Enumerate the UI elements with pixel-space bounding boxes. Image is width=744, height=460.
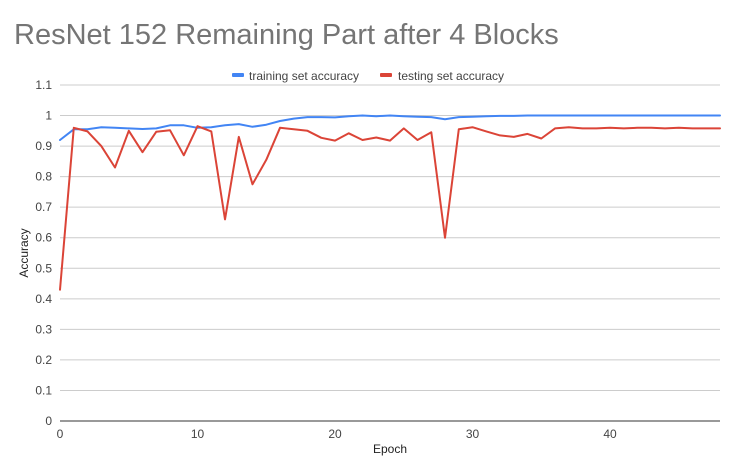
y-axis-ticks: 0 0.1 0.2 0.3 0.4 0.5 0.6 0.7 0.8 0.9 1 1.1 xyxy=(35,78,52,428)
y-tick-label: 0.6 xyxy=(35,231,52,245)
legend-item-testing: testing set accuracy xyxy=(380,69,504,83)
y-tick-label: 1.1 xyxy=(35,78,52,92)
legend-swatch-training xyxy=(232,73,244,77)
series-line-training xyxy=(59,114,721,141)
legend-swatch-testing xyxy=(380,73,392,77)
series-layer xyxy=(59,114,721,291)
legend-item-training: training set accuracy xyxy=(232,69,359,83)
y-tick-label: 0.7 xyxy=(35,200,52,214)
y-tick-label: 0 xyxy=(45,414,52,428)
legend-label-testing: testing set accuracy xyxy=(398,69,504,83)
x-axis-label: Epoch xyxy=(373,442,407,456)
y-tick-label: 1 xyxy=(45,109,52,123)
x-tick-label: 0 xyxy=(57,427,64,441)
y-axis-label: Accuracy xyxy=(17,228,31,277)
y-tick-label: 0.8 xyxy=(35,170,52,184)
y-tick-label: 0.5 xyxy=(35,261,52,275)
x-tick-label: 30 xyxy=(466,427,480,441)
chart-title: ResNet 152 Remaining Part after 4 Blocks xyxy=(14,19,559,51)
y-tick-label: 0.3 xyxy=(35,322,52,336)
x-tick-label: 20 xyxy=(328,427,342,441)
x-axis-ticks: 0 10 20 30 40 xyxy=(57,427,617,441)
y-tick-label: 0.9 xyxy=(35,139,52,153)
x-tick-label: 10 xyxy=(191,427,205,441)
legend-label-training: training set accuracy xyxy=(249,69,359,83)
legend: training set accuracy testing set accura… xyxy=(232,69,504,83)
series-line-testing xyxy=(59,125,721,291)
x-tick-label: 40 xyxy=(603,427,617,441)
y-tick-label: 0.1 xyxy=(35,383,52,397)
y-tick-label: 0.2 xyxy=(35,353,52,367)
y-tick-label: 0.4 xyxy=(35,292,52,306)
